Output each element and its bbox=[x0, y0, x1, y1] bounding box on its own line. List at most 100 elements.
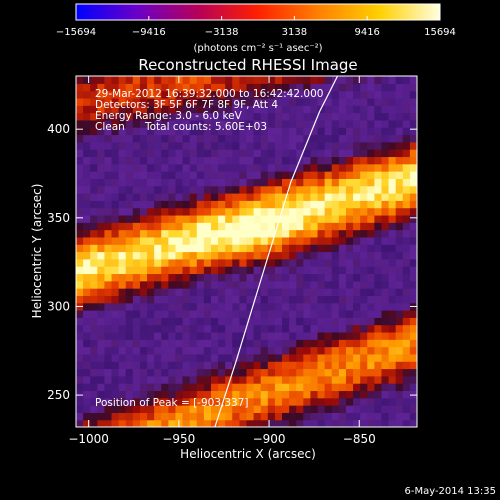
heatmap-cell bbox=[139, 229, 148, 238]
heatmap-cell bbox=[210, 419, 219, 427]
heatmap-cell bbox=[324, 251, 333, 260]
heatmap-cell bbox=[203, 310, 212, 318]
heatmap-cell bbox=[168, 368, 177, 377]
heatmap-cell bbox=[125, 383, 134, 392]
heatmap-cell bbox=[246, 214, 255, 223]
heatmap-cell bbox=[203, 105, 212, 114]
heatmap-cell bbox=[76, 266, 84, 275]
heatmap-cell bbox=[381, 288, 390, 296]
heatmap-cell bbox=[260, 222, 269, 231]
heatmap-cell bbox=[154, 251, 162, 260]
heatmap-cell bbox=[90, 324, 98, 333]
heatmap-cell bbox=[104, 185, 113, 194]
heatmap-cell bbox=[147, 295, 155, 304]
heatmap-cell bbox=[232, 295, 240, 304]
heatmap-cell bbox=[210, 375, 219, 384]
heatmap-cell bbox=[168, 251, 177, 260]
heatmap-cell bbox=[125, 390, 134, 399]
heatmap-cell bbox=[239, 236, 248, 245]
heatmap-cell bbox=[83, 127, 91, 136]
heatmap-cell bbox=[118, 280, 127, 289]
heatmap-cell bbox=[253, 83, 262, 92]
heatmap-cell bbox=[246, 280, 255, 289]
heatmap-cell bbox=[353, 244, 361, 253]
heatmap-cell bbox=[381, 390, 390, 399]
heatmap-cell bbox=[76, 375, 84, 384]
heatmap-cell bbox=[402, 236, 411, 245]
heatmap-cell bbox=[154, 331, 162, 340]
heatmap-cell bbox=[196, 266, 205, 275]
heatmap-cell bbox=[282, 288, 290, 296]
heatmap-cell bbox=[154, 141, 162, 150]
heatmap-cell bbox=[97, 419, 106, 427]
heatmap-cell bbox=[246, 185, 255, 194]
heatmap-cell bbox=[353, 97, 361, 106]
heatmap-cell bbox=[296, 310, 304, 318]
heatmap-cell bbox=[161, 375, 169, 384]
heatmap-cell bbox=[345, 185, 354, 194]
heatmap-cell bbox=[203, 419, 212, 427]
heatmap-cell bbox=[104, 163, 113, 172]
heatmap-cell bbox=[402, 251, 411, 260]
heatmap-cell bbox=[239, 368, 248, 377]
heatmap-cell bbox=[388, 207, 397, 216]
heatmap-cell bbox=[239, 295, 248, 304]
heatmap-cell bbox=[395, 76, 404, 84]
heatmap-cell bbox=[175, 361, 184, 370]
heatmap-cell bbox=[203, 76, 212, 84]
heatmap-cell bbox=[189, 353, 198, 362]
heatmap-cell bbox=[189, 295, 198, 304]
heatmap-cell bbox=[210, 97, 219, 106]
heatmap-cell bbox=[161, 295, 169, 304]
heatmap-cell bbox=[388, 251, 397, 260]
heatmap-cell bbox=[147, 339, 155, 348]
heatmap-cell bbox=[395, 310, 404, 318]
heatmap-cell bbox=[353, 324, 361, 333]
heatmap-cell bbox=[132, 353, 141, 362]
heatmap-cell bbox=[76, 171, 84, 179]
annotation-clean: Clean bbox=[95, 121, 125, 133]
heatmap-cell bbox=[189, 178, 198, 187]
heatmap-cell bbox=[345, 178, 354, 187]
heatmap-cell bbox=[303, 390, 312, 399]
heatmap-cell bbox=[374, 83, 383, 92]
heatmap-cell bbox=[76, 405, 84, 413]
heatmap-cell bbox=[324, 353, 333, 362]
heatmap-cell bbox=[90, 156, 98, 165]
heatmap-cell bbox=[203, 200, 212, 209]
heatmap-cell bbox=[111, 185, 120, 194]
heatmap-cell bbox=[310, 134, 319, 143]
x-axis-label: Heliocentric X (arcsec) bbox=[180, 447, 316, 461]
heatmap-cell bbox=[97, 383, 106, 392]
heatmap-cell bbox=[409, 258, 417, 267]
heatmap-cell bbox=[303, 288, 312, 296]
heatmap-cell bbox=[381, 280, 390, 289]
heatmap-cell bbox=[189, 266, 198, 275]
heatmap-cell bbox=[161, 105, 169, 114]
heatmap-cell bbox=[360, 90, 368, 99]
heatmap-cell bbox=[260, 295, 269, 304]
heatmap-cell bbox=[303, 251, 312, 260]
heatmap-cell bbox=[203, 141, 212, 150]
heatmap-cell bbox=[402, 412, 411, 421]
heatmap-cell bbox=[168, 141, 177, 150]
heatmap-cell bbox=[76, 222, 84, 231]
heatmap-cell bbox=[90, 214, 98, 223]
heatmap-cell bbox=[267, 97, 276, 106]
heatmap-cell bbox=[218, 200, 226, 209]
heatmap-cell bbox=[310, 266, 319, 275]
heatmap-cell bbox=[210, 163, 219, 172]
heatmap-cell bbox=[139, 419, 148, 427]
heatmap-cell bbox=[303, 383, 312, 392]
heatmap-cell bbox=[317, 383, 326, 392]
heatmap-cell bbox=[253, 280, 262, 289]
heatmap-cell bbox=[395, 193, 404, 201]
heatmap-cell bbox=[253, 412, 262, 421]
heatmap-cell bbox=[282, 375, 290, 384]
heatmap-cell bbox=[409, 83, 417, 92]
heatmap-cell bbox=[218, 149, 226, 158]
heatmap-cell bbox=[76, 273, 84, 282]
heatmap-cell bbox=[345, 405, 354, 413]
heatmap-cell bbox=[139, 361, 148, 370]
